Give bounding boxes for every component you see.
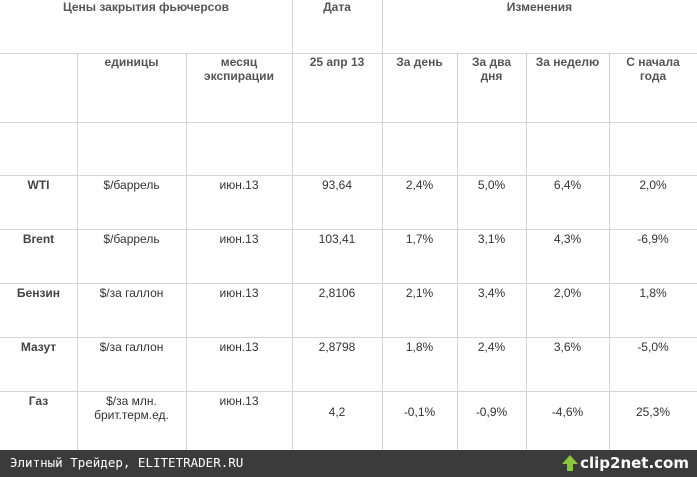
header-cell: Изменения [506, 0, 573, 14]
logo: clip2net.com [580, 454, 689, 472]
table-cell: -0,9% [475, 405, 508, 419]
row-line [0, 229, 697, 230]
table-cell: 2,0% [639, 178, 667, 192]
row-name: Газ [28, 394, 49, 408]
row-line [0, 175, 697, 176]
row-line [0, 337, 697, 338]
table-cell: -4,6% [551, 405, 584, 419]
table-cell: июн.13 [219, 286, 259, 300]
table-cell: 1,8% [405, 340, 434, 354]
col-line [526, 53, 527, 450]
subheader-cell: единицы [104, 55, 159, 69]
table-cell: 6,4% [553, 178, 582, 192]
col-line [186, 53, 187, 450]
row-name: Бензин [16, 286, 61, 300]
table-cell: 1,7% [405, 232, 434, 246]
col-line [382, 0, 383, 450]
subheader-cell: 25 апр 13 [309, 55, 365, 69]
table-cell: 2,4% [477, 340, 506, 354]
row-name: WTI [27, 178, 50, 192]
subheader-cell: месяц экспирации [204, 55, 274, 83]
table-cell: 4,2 [328, 405, 346, 419]
col-line [609, 53, 610, 450]
table-cell: июн.13 [219, 178, 259, 192]
row-name: Brent [22, 232, 55, 246]
subheader-cell: За день [396, 55, 443, 69]
table-cell: 103,41 [318, 232, 356, 246]
row-line [0, 391, 697, 392]
row-line [0, 283, 697, 284]
table-cell: $/баррель [103, 178, 160, 192]
table-cell: 3,1% [477, 232, 506, 246]
footer-bar: Элитный Трейдер, ELITETRADER.RU clip2net… [0, 450, 697, 477]
col-line [77, 53, 78, 450]
table-cell: 3,4% [477, 286, 506, 300]
table-cell: -6,9% [637, 232, 669, 246]
table-cell: 4,3% [553, 232, 582, 246]
row-line [0, 122, 697, 123]
logo-icon [562, 455, 578, 471]
table-cell: $/за млн. брит.терм.ед. [94, 394, 169, 422]
row-line [0, 53, 697, 54]
subheader-cell: С начала года [626, 55, 680, 83]
col-line [292, 0, 293, 450]
table-cell: 93,64 [321, 178, 353, 192]
table-cell: 2,4% [405, 178, 434, 192]
footer-caption: Элитный Трейдер, ELITETRADER.RU [10, 455, 244, 470]
subheader-cell: За неделю [535, 55, 600, 69]
table-cell: 2,8798 [318, 340, 356, 354]
table-cell: 2,8106 [318, 286, 356, 300]
table-cell: -5,0% [637, 340, 669, 354]
table-cell: -0,1% [403, 405, 436, 419]
header-cell: Дата [323, 0, 351, 14]
table-cell: 5,0% [477, 178, 506, 192]
subheader-cell: За два дня [471, 55, 512, 83]
row-name: Мазут [20, 340, 57, 354]
table-cell: июн.13 [219, 394, 259, 408]
table-cell: июн.13 [219, 232, 259, 246]
table-cell: $/за галлон [99, 286, 164, 300]
header-cell: Цены закрытия фьючерсов [62, 0, 230, 14]
table-cell: 25,3% [635, 405, 671, 419]
table-cell: июн.13 [219, 340, 259, 354]
col-line [457, 53, 458, 450]
table-cell: $/баррель [103, 232, 160, 246]
table-cell: 2,1% [405, 286, 434, 300]
table-cell: 3,6% [553, 340, 582, 354]
table-cell: 1,8% [639, 286, 667, 300]
table-cell: $/за галлон [99, 340, 164, 354]
table-cell: 2,0% [553, 286, 582, 300]
